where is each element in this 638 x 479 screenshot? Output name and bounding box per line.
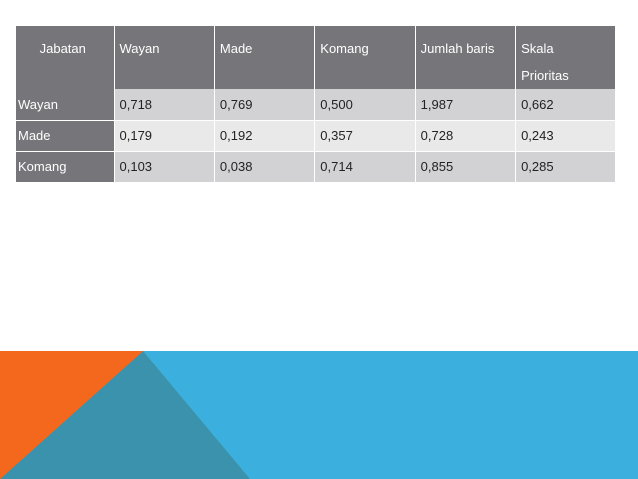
header-skala-prioritas: Skala Prioritas bbox=[515, 26, 617, 89]
table-cell: 0,103 bbox=[114, 151, 215, 183]
table-cell: 0,728 bbox=[415, 120, 517, 152]
table-cell: 0,500 bbox=[314, 89, 416, 121]
table-cell: 0,769 bbox=[214, 89, 316, 121]
row-label: Wayan bbox=[16, 89, 115, 121]
table-cell: 0,714 bbox=[314, 151, 416, 183]
table-cell: 0,285 bbox=[515, 151, 617, 183]
table-header-row: Jabatan Wayan Made Komang Jumlah baris S… bbox=[16, 26, 617, 89]
table-row: Komang 0,103 0,038 0,714 0,855 0,285 bbox=[16, 151, 617, 183]
header-jabatan: Jabatan bbox=[16, 26, 115, 89]
priority-table: Jabatan Wayan Made Komang Jumlah baris S… bbox=[16, 26, 617, 183]
header-skala-line1: Skala bbox=[521, 41, 554, 56]
teal-triangle bbox=[0, 351, 250, 479]
row-label: Komang bbox=[16, 151, 115, 183]
header-made: Made bbox=[214, 26, 316, 89]
header-skala-line2: Prioritas bbox=[521, 68, 569, 83]
table-cell: 0,662 bbox=[515, 89, 617, 121]
header-jumlah-baris: Jumlah baris bbox=[415, 26, 517, 89]
table-cell: 0,718 bbox=[114, 89, 215, 121]
header-wayan: Wayan bbox=[114, 26, 215, 89]
table-row: Made 0,179 0,192 0,357 0,728 0,243 bbox=[16, 120, 617, 152]
table-cell: 0,855 bbox=[415, 151, 517, 183]
table-cell: 0,357 bbox=[314, 120, 416, 152]
table-cell: 0,192 bbox=[214, 120, 316, 152]
orange-triangle bbox=[0, 351, 143, 479]
header-komang: Komang bbox=[314, 26, 416, 89]
row-label: Made bbox=[16, 120, 115, 152]
decorative-band bbox=[0, 351, 638, 479]
table-row: Wayan 0,718 0,769 0,500 1,987 0,662 bbox=[16, 89, 617, 121]
table-cell: 0,179 bbox=[114, 120, 215, 152]
table-cell: 1,987 bbox=[415, 89, 517, 121]
table-cell: 0,243 bbox=[515, 120, 617, 152]
table-cell: 0,038 bbox=[214, 151, 316, 183]
